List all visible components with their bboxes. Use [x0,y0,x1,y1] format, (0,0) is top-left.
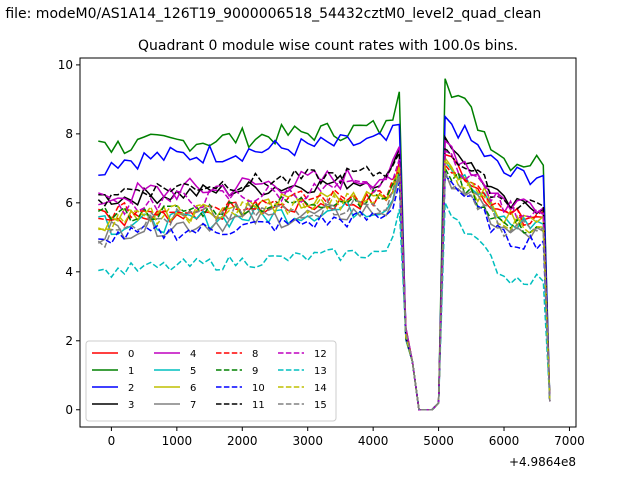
legend-label: 6 [190,383,196,394]
series-line-12 [98,149,551,411]
x-tick-label: 4000 [358,434,389,448]
y-tick-label: 6 [65,196,73,210]
legend-label: 3 [128,400,134,411]
series-line-15 [97,171,551,411]
y-tick-label: 2 [65,334,73,348]
x-tick-label: 7000 [554,434,585,448]
series-line-1 [98,78,551,411]
legend-label: 7 [190,400,196,411]
series-layer [97,78,551,411]
y-tick-label: 8 [65,127,73,141]
x-tick-label: 0 [108,434,116,448]
x-tick-label: 3000 [292,434,323,448]
legend-label: 5 [190,366,196,377]
x-axis: 0 1000 2000 3000 4000 5000 6000 7000 [108,427,585,448]
series-line-13 [98,202,551,411]
chart-title: Quadrant 0 module wise count rates with … [138,38,518,54]
x-tick-label: 6000 [489,434,520,448]
legend-label: 2 [128,383,134,394]
suptitle-text: n file: modeM0/AS1A14_126T19_9000006518_… [0,6,542,22]
legend-label: 15 [314,400,327,411]
legend-label: 9 [252,366,258,377]
plot-border [79,57,577,428]
figure-suptitle: n file: modeM0/AS1A14_126T19_9000006518_… [0,6,640,28]
series-line-9 [97,165,551,411]
y-axis: 0 2 4 6 8 10 [58,58,80,417]
legend-label: 11 [252,400,265,411]
legend-box [85,340,337,422]
y-tick-label: 10 [58,58,73,72]
legend-label: 0 [128,349,134,360]
y-tick-label: 0 [65,403,73,417]
x-offset-label: +4.9864e8 [509,455,576,469]
series-line-14 [98,159,551,411]
x-tick-label: 2000 [227,434,258,448]
legend-label: 10 [252,383,265,394]
legend-label: 14 [314,383,327,394]
y-tick-label: 4 [65,265,73,279]
x-tick-label: 1000 [162,434,193,448]
legend-label: 13 [314,366,327,377]
x-tick-label: 5000 [423,434,454,448]
series-line-11 [97,145,551,411]
series-line-5 [98,159,551,411]
legend-label: 12 [314,349,327,360]
legend-label: 4 [190,349,196,360]
legend-label: 1 [128,366,134,377]
series-line-2 [98,114,551,411]
legend-label: 8 [252,349,258,360]
series-line-8 [98,162,551,411]
